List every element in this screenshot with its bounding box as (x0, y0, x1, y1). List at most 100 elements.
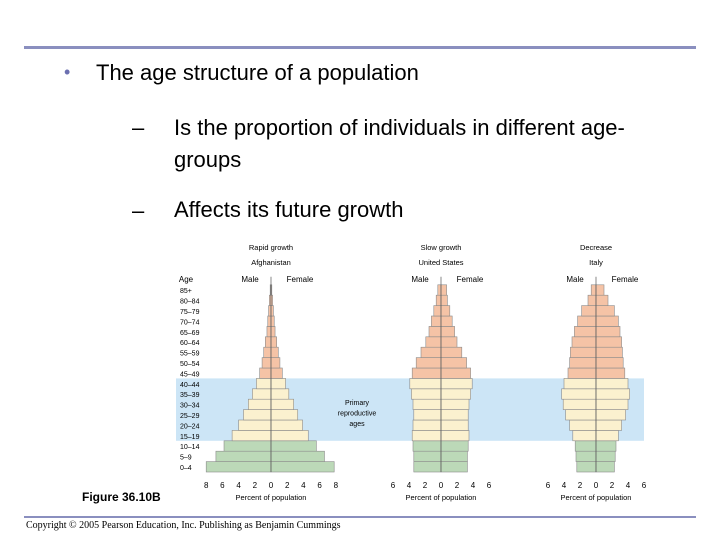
reproductive-ages-label: reproductive (338, 411, 377, 418)
x-tick-label: 4 (471, 481, 476, 490)
x-tick-label: 6 (391, 481, 396, 490)
male-bar (412, 440, 442, 452)
female-bar (270, 419, 303, 431)
age-tick-label: 55–59 (180, 351, 200, 358)
male-label: Male (241, 275, 259, 284)
male-bar (437, 284, 442, 296)
female-bar (270, 336, 277, 348)
female-bar (440, 315, 453, 327)
male-bar (215, 450, 272, 462)
reproductive-ages-label: Primary (345, 400, 370, 407)
male-bar (238, 419, 272, 431)
age-tick-label: 35–39 (180, 392, 200, 399)
age-tick-label: 75–79 (180, 309, 200, 316)
male-bar (413, 461, 442, 473)
female-bar (440, 284, 447, 296)
country-label: United States (418, 258, 463, 267)
male-bar (428, 326, 442, 338)
male-bar (261, 357, 272, 369)
sub-item-2: Affects its future growth (174, 197, 404, 222)
female-bar (270, 388, 290, 400)
female-bar (440, 419, 469, 431)
age-axis-label: Age (179, 275, 194, 284)
male-bar (231, 430, 272, 442)
female-bar (440, 346, 463, 358)
x-tick-label: 6 (487, 481, 492, 490)
x-tick-label: 2 (253, 481, 258, 490)
x-tick-label: 6 (220, 481, 225, 490)
growth-label: Rapid growth (249, 243, 293, 252)
x-tick-label: 6 (317, 481, 322, 490)
male-bar (569, 419, 597, 431)
female-bar (595, 336, 622, 348)
male-bar (413, 450, 442, 462)
age-tick-label: 15–19 (180, 434, 200, 441)
growth-label: Decrease (580, 243, 612, 252)
male-bar (248, 398, 272, 410)
female-label: Female (457, 275, 484, 284)
male-label: Male (566, 275, 584, 284)
male-bar (412, 398, 442, 410)
male-bar (581, 305, 597, 317)
female-bar (595, 357, 624, 369)
female-bar (595, 378, 629, 390)
country-label: Afghanistan (251, 258, 291, 267)
male-bar (565, 409, 597, 421)
female-bar (270, 440, 317, 452)
age-tick-label: 40–44 (180, 382, 200, 389)
female-bar (440, 357, 467, 369)
female-bar (440, 305, 451, 317)
male-bar (267, 315, 272, 327)
bottom-rule (24, 516, 696, 518)
male-bar (563, 378, 597, 390)
female-bar (440, 450, 468, 462)
x-tick-label: 4 (562, 481, 567, 490)
female-bar (595, 461, 615, 473)
male-bar (205, 461, 272, 473)
male-bar (431, 315, 442, 327)
female-bar (270, 346, 279, 358)
female-bar (270, 409, 299, 421)
male-bar (268, 305, 272, 317)
female-bar (270, 315, 275, 327)
female-bar (595, 305, 615, 317)
female-bar (440, 461, 468, 473)
age-tick-label: 10–14 (180, 444, 200, 451)
sub-item-1: Is the proportion of individuals in diff… (174, 115, 625, 172)
female-bar (440, 378, 473, 390)
age-tick-label: 60–64 (180, 340, 200, 347)
female-bar (595, 284, 605, 296)
age-tick-label: 45–49 (180, 371, 200, 378)
age-tick-label: 50–54 (180, 361, 200, 368)
female-bar (595, 388, 630, 400)
female-bar (595, 315, 619, 327)
x-tick-label: 2 (455, 481, 460, 490)
x-tick-label: 2 (423, 481, 428, 490)
male-bar (243, 409, 272, 421)
male-bar (562, 398, 597, 410)
x-tick-label: 4 (236, 481, 241, 490)
female-bar (595, 346, 623, 358)
male-bar (572, 430, 597, 442)
x-axis-label: Percent of population (561, 493, 632, 502)
female-bar (595, 398, 629, 410)
male-bar (570, 346, 597, 358)
female-bar (440, 440, 469, 452)
reproductive-ages-label: ages (349, 421, 365, 428)
male-bar (411, 388, 442, 400)
x-tick-label: 2 (285, 481, 290, 490)
female-bar (270, 357, 281, 369)
x-tick-label: 4 (301, 481, 306, 490)
age-tick-label: 70–74 (180, 319, 200, 326)
female-label: Female (287, 275, 314, 284)
x-tick-label: 4 (626, 481, 631, 490)
country-label: Italy (589, 258, 603, 267)
female-bar (440, 336, 458, 348)
female-bar (270, 367, 283, 379)
male-bar (411, 430, 442, 442)
sub-dash-2: – (132, 198, 145, 223)
female-bar (440, 409, 469, 421)
male-bar (574, 326, 597, 338)
male-label: Male (411, 275, 429, 284)
